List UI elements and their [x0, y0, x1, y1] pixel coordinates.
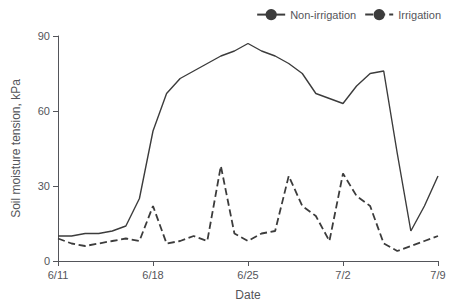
svg-text:7/9: 7/9	[430, 269, 445, 281]
svg-text:0: 0	[44, 255, 50, 267]
svg-text:Irrigation: Irrigation	[398, 9, 441, 21]
svg-text:30: 30	[38, 180, 50, 192]
svg-text:Date: Date	[235, 288, 261, 302]
svg-text:6/25: 6/25	[237, 269, 258, 281]
svg-text:90: 90	[38, 30, 50, 42]
svg-text:7/2: 7/2	[335, 269, 350, 281]
svg-text:6/18: 6/18	[142, 269, 163, 281]
svg-text:Soil moisture tension, kPa: Soil moisture tension, kPa	[9, 79, 23, 218]
svg-text:6/11: 6/11	[48, 269, 69, 281]
svg-text:Non-irrigation: Non-irrigation	[290, 9, 356, 21]
svg-text:60: 60	[38, 105, 50, 117]
